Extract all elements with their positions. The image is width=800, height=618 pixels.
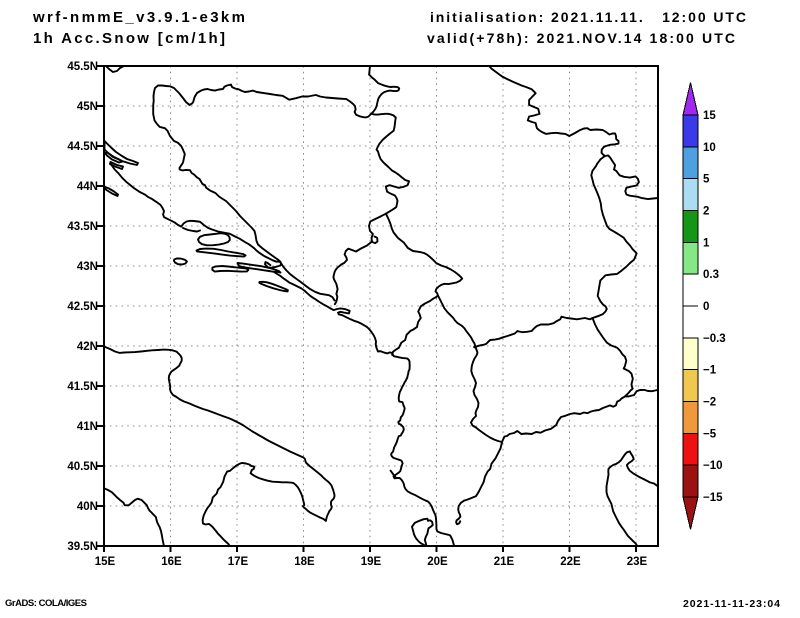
svg-text:43.5N: 43.5N [67,221,98,233]
svg-text:19E: 19E [361,556,382,568]
svg-text:15: 15 [703,110,716,122]
svg-text:41.5N: 41.5N [67,381,98,393]
svg-text:23E: 23E [627,556,648,568]
svg-text:18E: 18E [294,556,315,568]
svg-text:−15: −15 [703,492,723,504]
svg-text:GrADS: COLA/IGES: GrADS: COLA/IGES [5,598,87,609]
svg-text:45N: 45N [77,101,98,113]
svg-text:10: 10 [703,142,716,154]
svg-text:0.3: 0.3 [703,269,719,281]
svg-text:39.5N: 39.5N [67,541,98,553]
svg-text:45.5N: 45.5N [67,61,98,73]
svg-text:44N: 44N [77,181,98,193]
svg-text:44.5N: 44.5N [67,141,98,153]
svg-text:2021-11-11-23:04: 2021-11-11-23:04 [683,598,780,610]
svg-text:1: 1 [703,237,710,249]
svg-text:−0.3: −0.3 [703,333,726,345]
svg-text:−10: −10 [703,460,723,472]
svg-text:0: 0 [703,301,709,313]
svg-text:40.5N: 40.5N [67,461,98,473]
svg-text:20E: 20E [427,556,448,568]
svg-text:16E: 16E [161,556,182,568]
svg-text:−5: −5 [703,428,717,440]
svg-text:17E: 17E [228,556,249,568]
svg-text:40N: 40N [77,501,98,513]
svg-text:5: 5 [703,174,710,186]
svg-text:22E: 22E [560,556,581,568]
svg-text:21E: 21E [494,556,515,568]
svg-text:2: 2 [703,206,709,218]
svg-text:41N: 41N [77,421,98,433]
svg-text:wrf-nmmE_v3.9.1-e3km: wrf-nmmE_v3.9.1-e3km [32,9,245,26]
svg-text:−2: −2 [703,397,716,409]
svg-text:42.5N: 42.5N [67,301,98,313]
svg-text:42N: 42N [77,341,98,353]
svg-text:15E: 15E [95,556,116,568]
svg-text:1h Acc.Snow [cm/1h]: 1h Acc.Snow [cm/1h] [33,30,225,47]
svg-text:−1: −1 [703,365,717,377]
svg-text:43N: 43N [77,261,98,273]
